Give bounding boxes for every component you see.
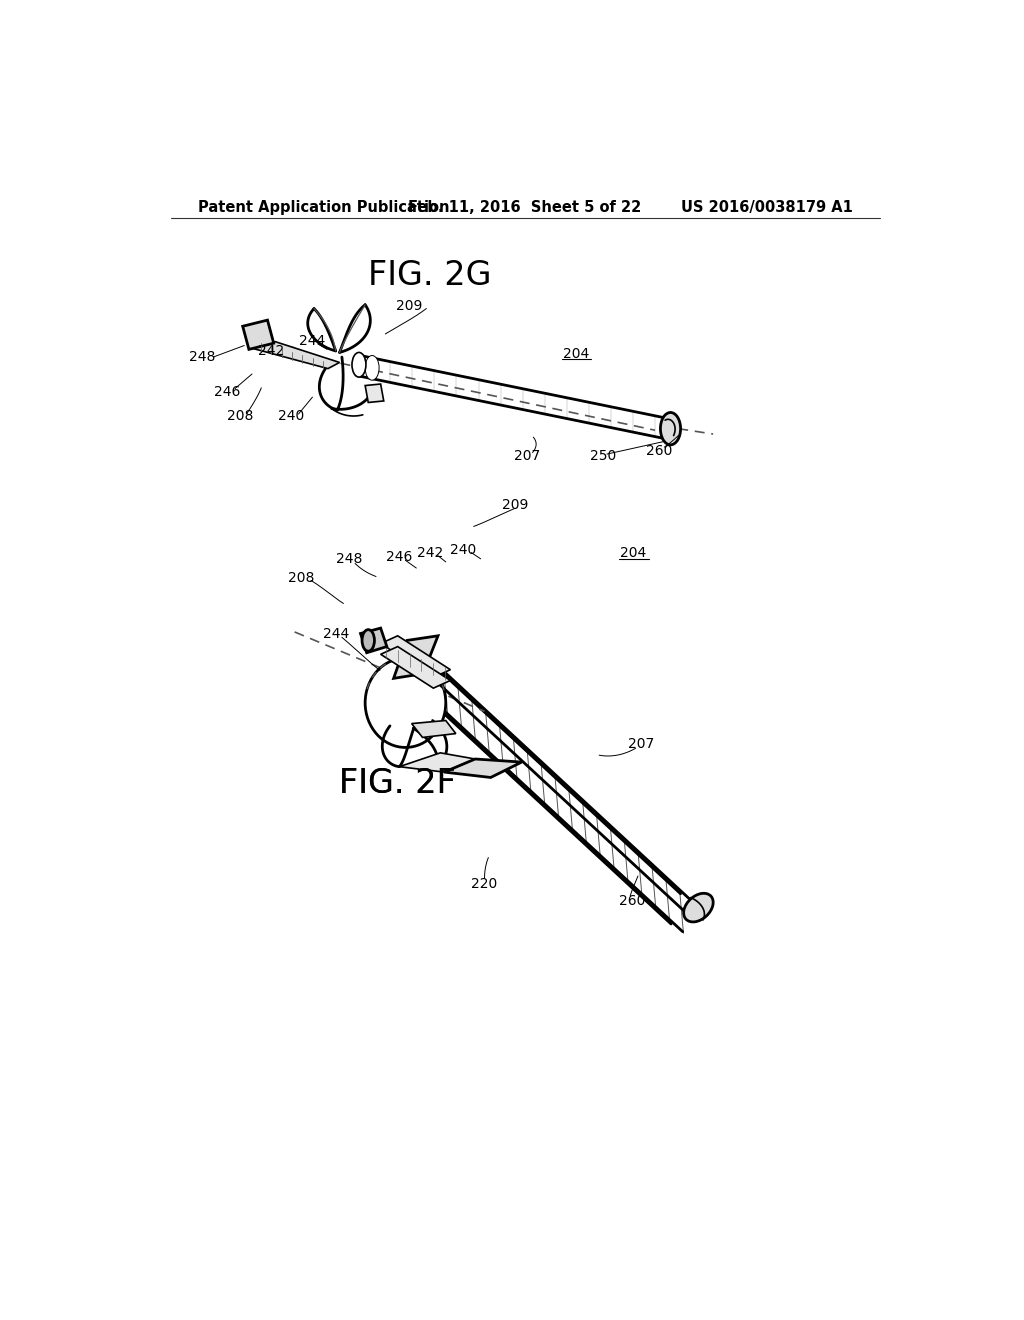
Text: 244: 244 — [299, 334, 326, 348]
Text: 204: 204 — [621, 545, 646, 560]
Polygon shape — [251, 342, 340, 368]
Text: FIG. 2G: FIG. 2G — [368, 259, 492, 292]
Text: 208: 208 — [227, 409, 254, 424]
Text: US 2016/0038179 A1: US 2016/0038179 A1 — [681, 201, 853, 215]
Text: 260: 260 — [646, 444, 672, 458]
Polygon shape — [444, 759, 521, 777]
Text: 209: 209 — [396, 300, 423, 313]
Text: Feb. 11, 2016  Sheet 5 of 22: Feb. 11, 2016 Sheet 5 of 22 — [409, 201, 641, 215]
Text: 240: 240 — [450, 543, 476, 557]
Ellipse shape — [366, 355, 379, 380]
Text: 209: 209 — [503, 498, 528, 512]
Text: Patent Application Publication: Patent Application Publication — [198, 201, 450, 215]
Text: 246: 246 — [386, 550, 413, 564]
Ellipse shape — [660, 413, 681, 445]
Text: 242: 242 — [417, 545, 443, 560]
Text: 244: 244 — [323, 627, 349, 642]
Text: FIG. 2F: FIG. 2F — [339, 767, 457, 800]
Polygon shape — [381, 636, 451, 677]
Text: 260: 260 — [618, 895, 645, 908]
Polygon shape — [399, 752, 475, 772]
Ellipse shape — [352, 352, 366, 378]
Polygon shape — [366, 384, 384, 403]
Text: 208: 208 — [289, 572, 314, 585]
Ellipse shape — [684, 894, 713, 921]
Text: 248: 248 — [189, 350, 216, 364]
Text: 207: 207 — [628, 737, 654, 751]
Text: 250: 250 — [590, 449, 616, 463]
Text: 248: 248 — [336, 552, 362, 566]
Ellipse shape — [362, 630, 375, 651]
Text: 204: 204 — [563, 347, 589, 360]
Polygon shape — [381, 647, 451, 688]
Polygon shape — [360, 628, 387, 653]
Text: 240: 240 — [278, 409, 304, 424]
Text: 246: 246 — [214, 384, 241, 399]
Text: FIG. 2F: FIG. 2F — [339, 767, 457, 800]
Polygon shape — [412, 721, 456, 738]
Polygon shape — [243, 321, 273, 350]
Polygon shape — [393, 636, 438, 678]
Ellipse shape — [366, 659, 445, 747]
Text: 207: 207 — [514, 449, 541, 463]
Text: 242: 242 — [258, 345, 285, 358]
Text: 220: 220 — [471, 876, 498, 891]
